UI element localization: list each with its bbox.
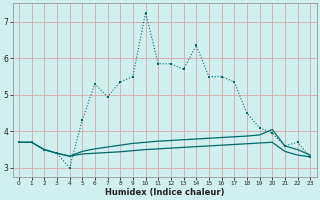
X-axis label: Humidex (Indice chaleur): Humidex (Indice chaleur) — [105, 188, 224, 197]
